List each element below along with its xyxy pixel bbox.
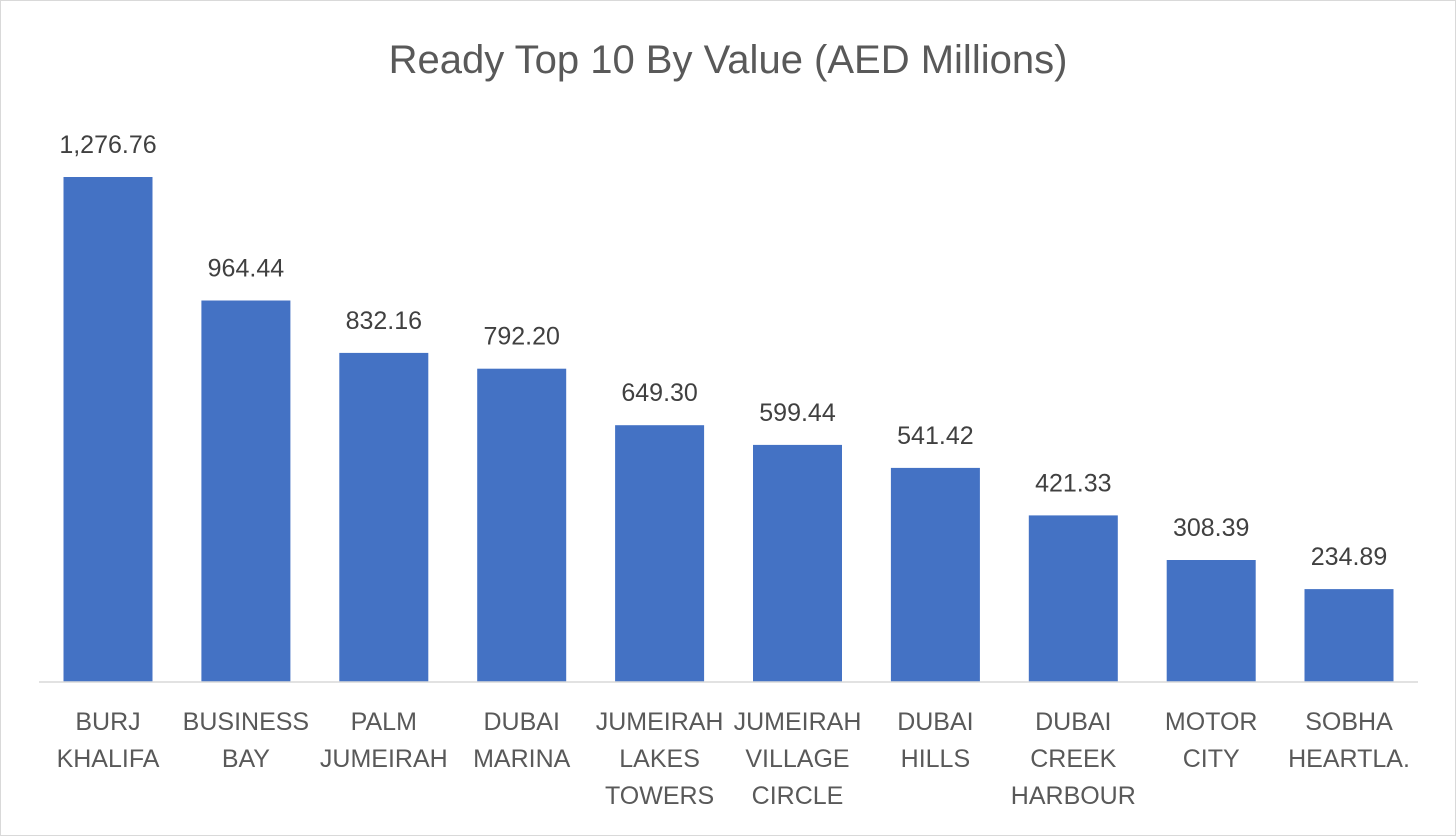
bar-1 (63, 177, 153, 682)
x-tick-label-line: KHALIFA (57, 745, 160, 773)
data-label-8: 421.33 (1035, 469, 1111, 497)
x-tick-label-6: JUMEIRAH VILLAGE CIRCLE (734, 708, 862, 810)
x-tick-label-1: BURJ KHALIFA (57, 708, 160, 773)
data-labels-layer: 1,276.76 964.44 832.16 792.20 649.30 599.44 54… (59, 131, 1387, 571)
x-tick-label-line: BAY (222, 745, 270, 773)
x-tick-label-line: DUBAI (897, 708, 973, 736)
x-tick-label-line: TOWERS (605, 782, 714, 810)
x-tick-label-5: JUMEIRAH LAKES TOWERS (596, 708, 724, 810)
x-tick-label-line: LAKES (619, 745, 700, 773)
data-label-6: 599.44 (759, 399, 836, 427)
x-tick-label-3: PALM JUMEIRAH (320, 708, 448, 773)
data-label-10: 234.89 (1311, 543, 1387, 571)
x-tick-label-4: DUBAI MARINA (473, 708, 571, 773)
x-tick-label-line: HEARTLA. (1288, 745, 1410, 773)
x-tick-labels-layer: BURJ KHALIFA BUSINESS BAY PALM JUMEIRAH DUBAI M… (57, 708, 1410, 810)
x-tick-label-line: SOBHA (1305, 708, 1393, 736)
x-tick-label-line: CREEK (1030, 745, 1116, 773)
x-tick-label-9: MOTOR CITY (1165, 708, 1258, 773)
bar-4 (477, 368, 567, 682)
data-label-4: 792.20 (483, 323, 559, 351)
x-tick-label-line: BURJ (75, 708, 140, 736)
data-label-1: 1,276.76 (59, 131, 156, 159)
x-tick-label-2: BUSINESS BAY (183, 708, 309, 773)
data-label-3: 832.16 (346, 307, 422, 335)
x-tick-label-line: DUBAI (483, 708, 559, 736)
x-tick-label-line: BUSINESS (183, 708, 309, 736)
x-tick-label-line: JUMEIRAH (596, 708, 724, 736)
bar-6 (753, 444, 842, 682)
bar-5 (615, 425, 705, 682)
x-tick-label-line: HILLS (901, 745, 970, 773)
bar-9 (1166, 560, 1256, 682)
x-tick-label-line: MARINA (473, 745, 571, 773)
bar-7 (890, 467, 980, 682)
x-tick-label-line: HARBOUR (1011, 782, 1136, 810)
data-label-9: 308.39 (1173, 514, 1249, 542)
x-tick-label-7: DUBAI HILLS (897, 708, 973, 773)
x-tick-label-8: DUBAI CREEK HARBOUR (1011, 708, 1136, 810)
x-tick-label-line: VILLAGE (745, 745, 849, 773)
x-tick-label-line: JUMEIRAH (320, 745, 448, 773)
data-label-2: 964.44 (208, 255, 285, 283)
x-tick-label-line: JUMEIRAH (734, 708, 862, 736)
x-tick-label-line: PALM (351, 708, 417, 736)
x-tick-label-line: CITY (1183, 745, 1240, 773)
bar-2 (201, 300, 291, 682)
chart-title: Ready Top 10 By Value (AED Millions) (389, 38, 1068, 82)
x-tick-label-line: MOTOR (1165, 708, 1258, 736)
bar-8 (1028, 515, 1118, 682)
data-label-7: 541.42 (897, 422, 973, 450)
bar-3 (339, 352, 429, 682)
data-label-5: 649.30 (621, 379, 697, 407)
x-tick-label-line: DUBAI (1035, 708, 1111, 736)
x-tick-label-10: SOBHA HEARTLA. (1288, 708, 1410, 773)
x-tick-label-line: CIRCLE (752, 782, 844, 810)
bar-10 (1304, 589, 1394, 682)
bars-layer (63, 177, 1394, 682)
